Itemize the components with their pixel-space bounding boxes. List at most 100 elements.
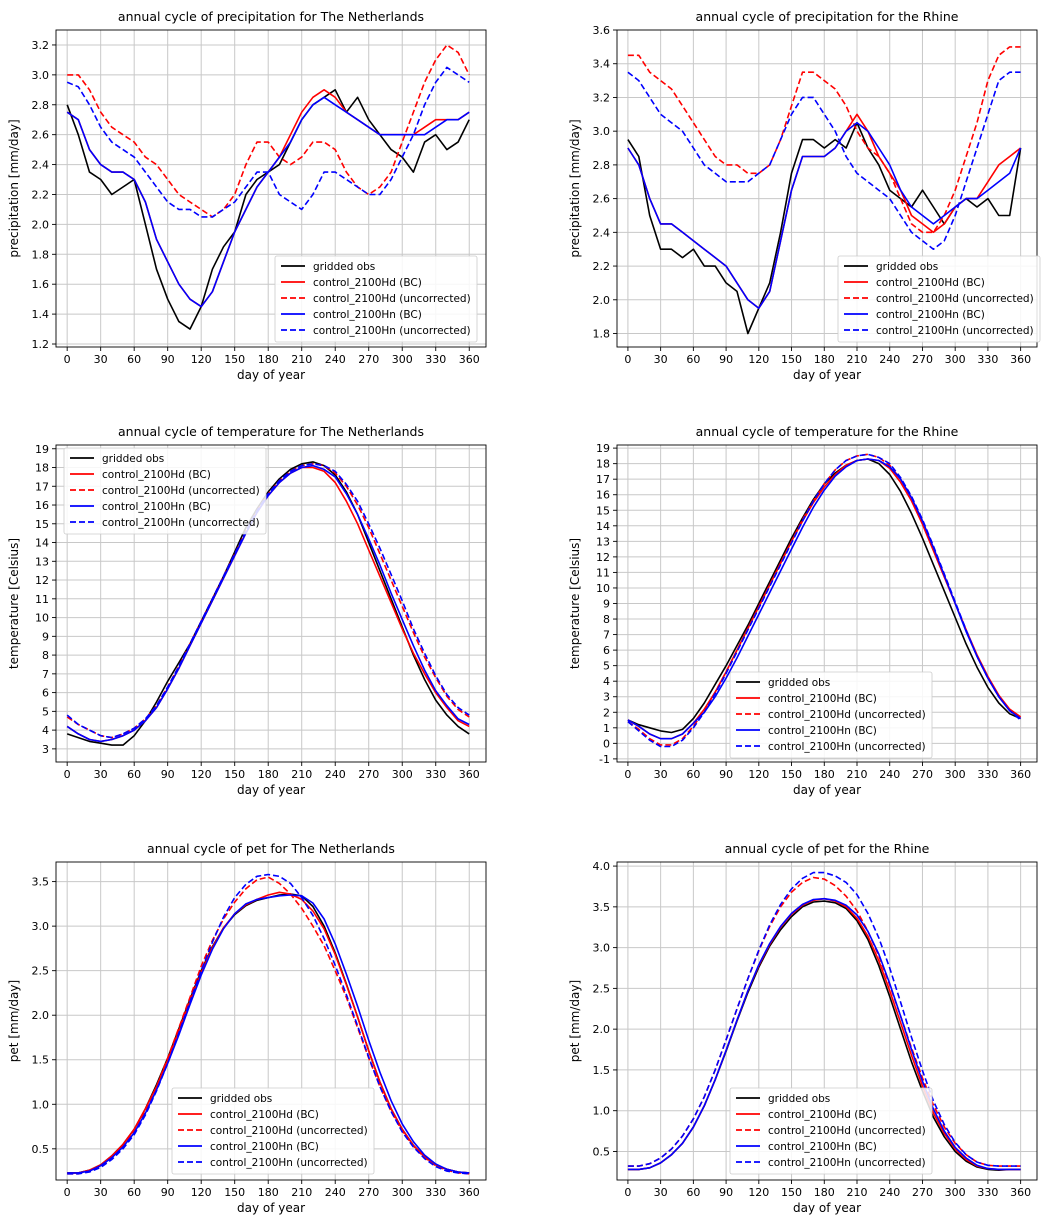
x-tick-label: 30 — [654, 768, 668, 781]
legend-label: gridded obs — [876, 261, 938, 273]
legend-box — [729, 1087, 933, 1175]
y-tick-label: 7 — [603, 629, 610, 642]
x-tick-label: 120 — [191, 768, 212, 781]
x-tick-label: 150 — [224, 768, 245, 781]
legend: gridded obs control_2100Hd (BC) control_21… — [274, 255, 478, 343]
y-tick-label: 3.2 — [32, 39, 50, 52]
legend-label: control_2100Hd (uncorrected) — [210, 1125, 368, 1137]
y-tick-label: 2.4 — [593, 226, 611, 239]
legend-label: control_2100Hn (uncorrected) — [210, 1157, 368, 1169]
x-tick-label: 180 — [258, 768, 279, 781]
y-tick-label: 14 — [35, 537, 49, 550]
x-tick-label: 30 — [94, 353, 108, 366]
legend-label: gridded obs — [210, 1093, 272, 1105]
y-axis-label: pet [mm/day] — [7, 980, 21, 1062]
series-line — [66, 462, 470, 739]
x-tick-label: 210 — [291, 353, 312, 366]
y-tick-label: 1.5 — [593, 1064, 611, 1077]
series-line — [627, 46, 1021, 234]
y-tick-label: 19 — [596, 442, 610, 455]
y-tick-label: 1.0 — [32, 1098, 50, 1111]
x-axis-label: day of year — [237, 1201, 305, 1215]
y-axis-label: temperature [Celsius] — [7, 538, 21, 669]
legend-box — [274, 255, 478, 343]
x-tick-label: 0 — [624, 768, 631, 781]
x-tick-label: 330 — [977, 768, 998, 781]
legend: gridded obs control_2100Hd (BC) control_21… — [837, 255, 1041, 343]
y-tick-label: 1.0 — [593, 1105, 611, 1118]
legend-label: control_2100Hd (uncorrected) — [102, 485, 260, 497]
legend-label: control_2100Hd (BC) — [313, 277, 422, 289]
chart-4: 0 30 60 90 120 150 180 210 240 270 300 330 360-10123… — [568, 424, 1038, 797]
y-tick-label: 2.2 — [32, 188, 50, 201]
x-tick-label: 360 — [459, 1186, 480, 1199]
legend-label: control_2100Hd (BC) — [210, 1109, 319, 1121]
x-tick-label: 60 — [127, 768, 141, 781]
y-tick-label: 2.8 — [32, 99, 50, 112]
x-tick-label: 300 — [945, 768, 966, 781]
legend-label: control_2100Hd (BC) — [768, 1109, 877, 1121]
x-tick-label: 270 — [912, 768, 933, 781]
y-tick-label: 13 — [35, 555, 49, 568]
series-line — [627, 71, 1021, 250]
y-tick-label: 15 — [596, 504, 610, 517]
chart-5: 0 30 60 90 120 150 180 210 240 270 300 330 360 0.5 1.0… — [7, 841, 487, 1215]
y-tick-label: 10 — [596, 582, 610, 595]
legend-label: gridded obs — [313, 261, 375, 273]
series-line — [627, 897, 1021, 1171]
legend: gridded obs control_2100Hd (BC) control_21… — [729, 1087, 933, 1175]
y-tick-label: 0 — [603, 737, 610, 750]
y-tick-label: 1 — [603, 722, 610, 735]
x-tick-label: 210 — [847, 353, 868, 366]
x-tick-label: 330 — [977, 1186, 998, 1199]
x-tick-label: 270 — [358, 1186, 379, 1199]
x-axis-label: day of year — [793, 783, 861, 797]
y-tick-label: 8 — [42, 649, 49, 662]
y-tick-label: 2.8 — [593, 159, 611, 172]
series-line — [67, 891, 470, 1174]
legend: gridded obs control_2100Hd (BC) control_21… — [729, 671, 933, 759]
x-tick-label: 270 — [912, 353, 933, 366]
y-tick-label: 18 — [35, 462, 49, 475]
y-tick-label: 16 — [596, 489, 610, 502]
x-tick-label: 240 — [325, 768, 346, 781]
y-tick-label: 2.4 — [32, 159, 50, 172]
y-tick-label: 8 — [603, 613, 610, 626]
x-tick-label: 180 — [814, 768, 835, 781]
x-tick-label: 210 — [291, 768, 312, 781]
legend-label: control_2100Hn (BC) — [876, 309, 985, 321]
y-tick-label: 19 — [35, 443, 49, 456]
x-tick-label: 270 — [912, 1186, 933, 1199]
series-line — [66, 464, 470, 743]
x-tick-label: 0 — [624, 353, 631, 366]
x-tick-label: 360 — [1010, 768, 1031, 781]
y-tick-label: 2.5 — [593, 982, 611, 995]
series-line — [67, 894, 470, 1174]
y-axis-label: pet [mm/day] — [568, 980, 582, 1062]
y-tick-label: 6 — [42, 687, 49, 700]
x-tick-label: 90 — [719, 353, 733, 366]
legend-label: gridded obs — [768, 677, 830, 689]
y-tick-label: 5 — [42, 705, 49, 718]
x-tick-label: 270 — [358, 768, 379, 781]
plot-frame — [616, 29, 1038, 348]
legend-label: control_2100Hd (uncorrected) — [768, 1125, 926, 1137]
x-axis-label: day of year — [237, 783, 305, 797]
series-line — [627, 871, 1021, 1167]
x-tick-label: 360 — [1010, 1186, 1031, 1199]
y-tick-label: 1.6 — [32, 278, 50, 291]
x-tick-label: 360 — [459, 768, 480, 781]
legend-label: control_2100Hn (uncorrected) — [768, 1157, 926, 1169]
y-tick-label: 2.2 — [593, 260, 611, 273]
x-tick-label: 120 — [191, 353, 212, 366]
y-tick-label: 9 — [603, 598, 610, 611]
y-tick-label: 2.0 — [593, 294, 611, 307]
x-tick-label: 330 — [977, 353, 998, 366]
x-tick-label: 60 — [686, 1186, 700, 1199]
legend-label: control_2100Hn (uncorrected) — [768, 741, 926, 753]
x-tick-label: 60 — [127, 353, 141, 366]
y-tick-label: 12 — [35, 574, 49, 587]
plot-frame — [55, 861, 487, 1181]
legend-label: gridded obs — [102, 453, 164, 465]
y-tick-label: 16 — [35, 499, 49, 512]
